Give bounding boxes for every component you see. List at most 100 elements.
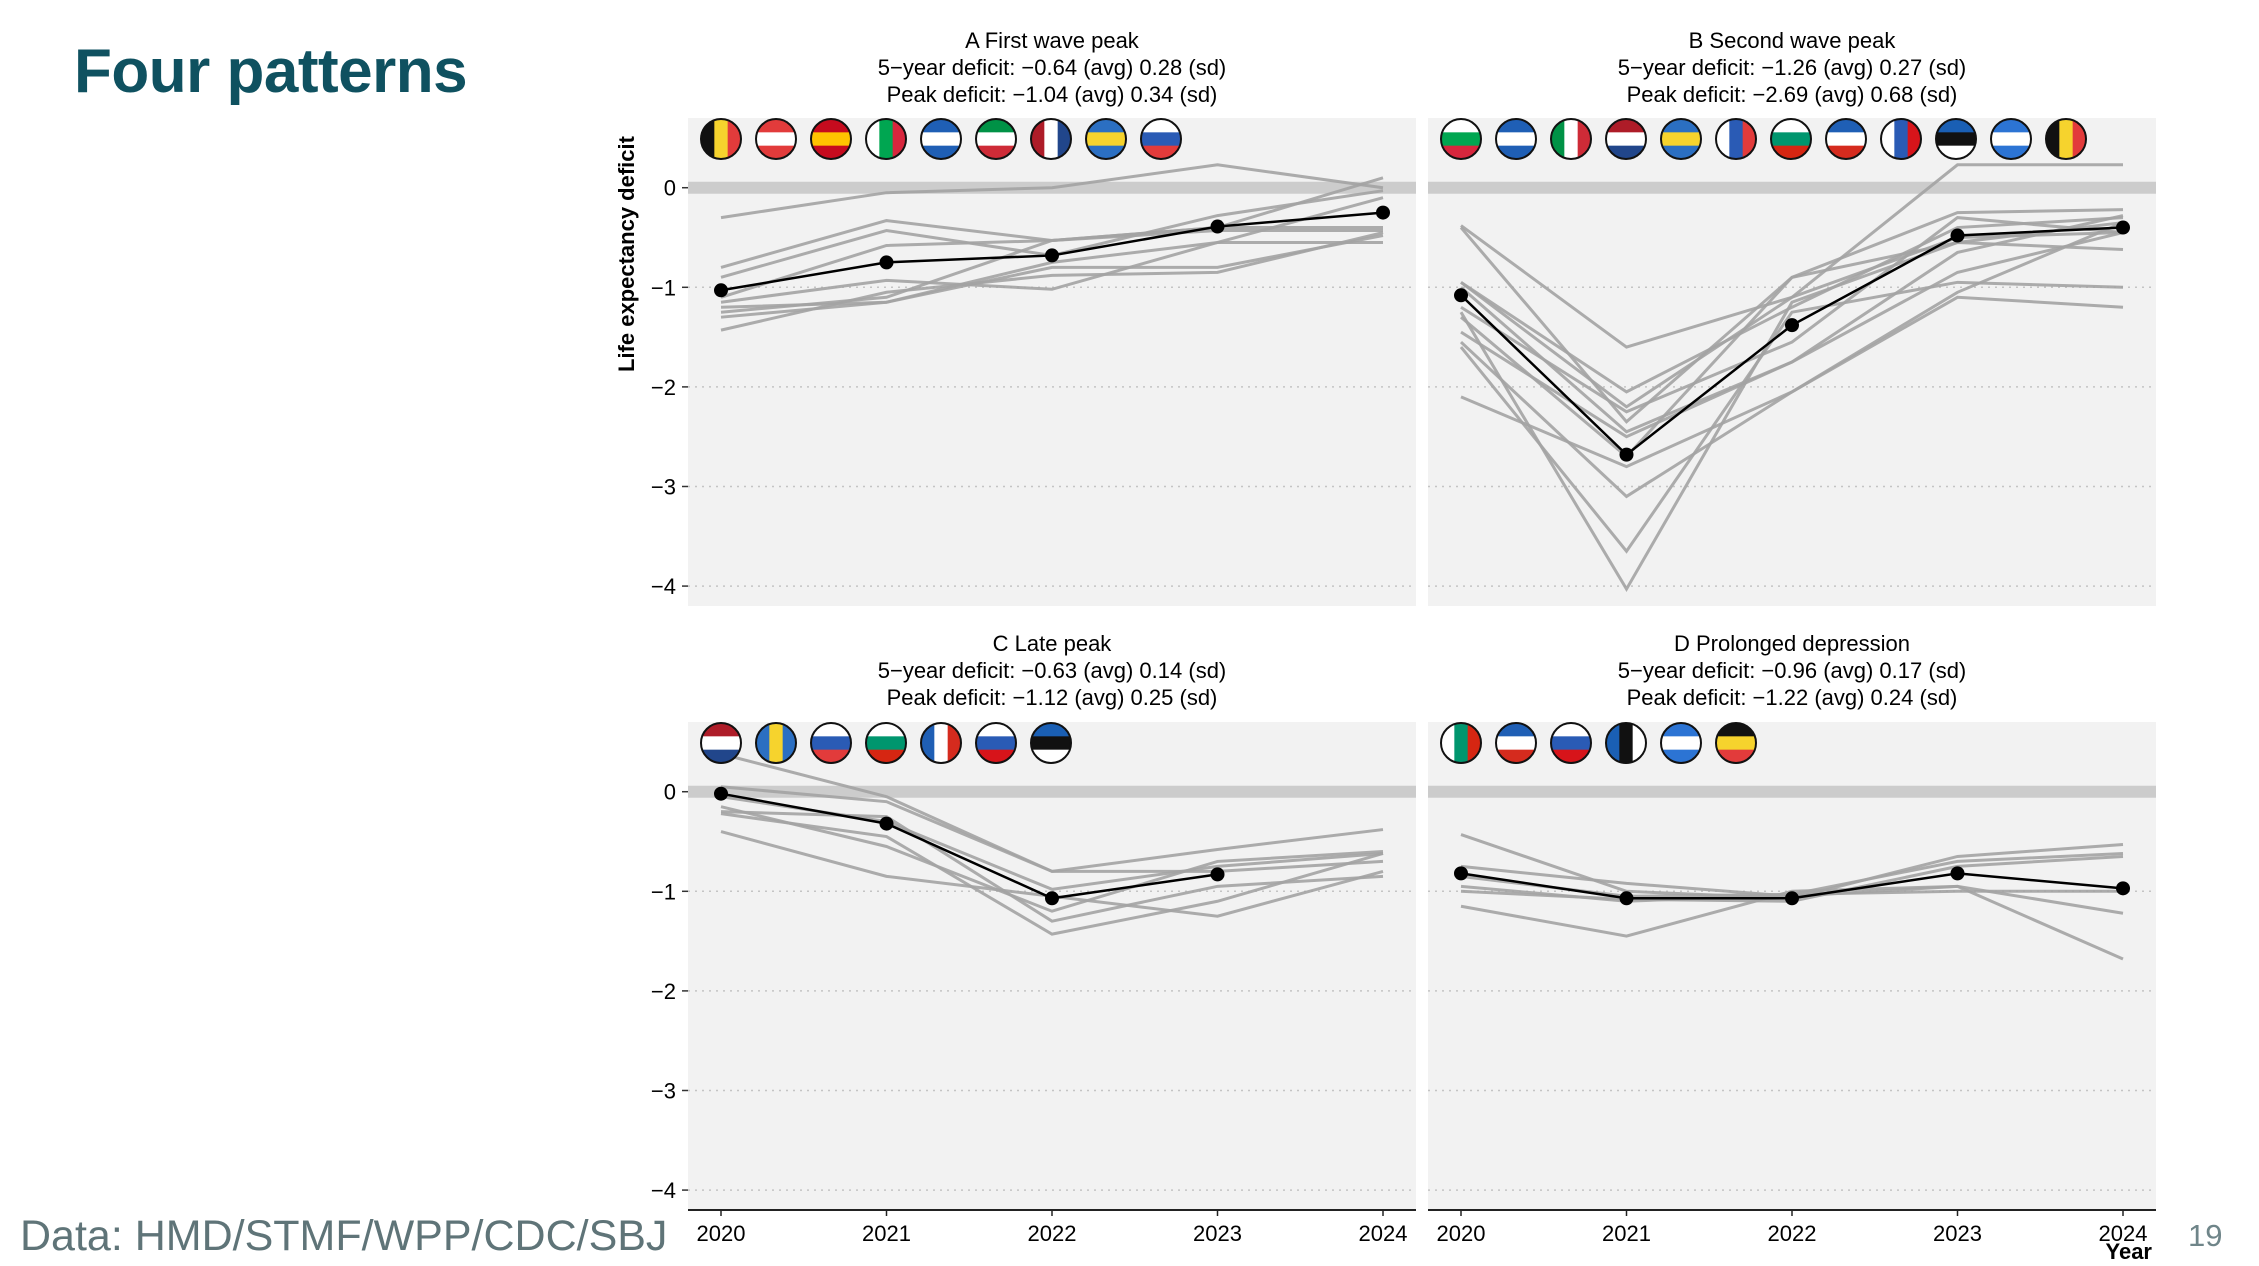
average-point xyxy=(2116,220,2130,235)
country-line-belgium xyxy=(720,163,1384,220)
flag-finland-icon xyxy=(810,722,852,764)
y-tick-label: −4 xyxy=(651,574,676,599)
x-tick-label: 2024 xyxy=(2099,1221,2148,1246)
panel-subtitle-peak: Peak deficit: −1.04 (avg) 0.34 (sd) xyxy=(887,82,1218,107)
average-point xyxy=(2116,881,2130,896)
x-tick-label: 2020 xyxy=(697,1221,746,1246)
country-line-netherlands xyxy=(720,234,1384,319)
flag-austria-icon xyxy=(1440,722,1482,764)
panel-title: C Late peak xyxy=(993,631,1113,656)
flag-netherlands-icon xyxy=(1030,118,1072,160)
flag-spain-icon xyxy=(810,118,852,160)
panel-subtitle-peak: Peak deficit: −1.12 (avg) 0.25 (sd) xyxy=(887,685,1218,710)
flag-united-states-icon xyxy=(2045,118,2087,160)
x-tick-label: 2023 xyxy=(1193,1221,1242,1246)
average-point xyxy=(1210,219,1225,234)
panel-title: A First wave peak xyxy=(965,28,1140,53)
panel-title: B Second wave peak xyxy=(1689,28,1897,53)
flag-israel-icon xyxy=(1605,722,1647,764)
flag-luxembourg-icon xyxy=(1660,722,1702,764)
x-tick-label: 2021 xyxy=(1602,1221,1651,1246)
flag-poland-icon xyxy=(1935,118,1977,160)
y-tick-label: −3 xyxy=(651,474,676,499)
country-line-norway xyxy=(720,805,1384,913)
country-line-lithuania xyxy=(1459,280,2124,554)
panel-subtitle-peak: Peak deficit: −2.69 (avg) 0.68 (sd) xyxy=(1627,82,1958,107)
data-source-note: Data: HMD/STMF/WPP/CDC/SBJ xyxy=(20,1212,668,1260)
average-point xyxy=(1619,447,1634,462)
country-line-greece xyxy=(1460,240,2124,459)
country-line-purple-flag xyxy=(1460,295,2124,469)
country-line-slovakia xyxy=(1460,214,2124,434)
average-line xyxy=(720,792,1218,900)
country-line-italy xyxy=(720,176,1384,314)
average-point xyxy=(1376,205,1390,220)
flag-japan-icon xyxy=(920,722,962,764)
x-tick-label: 2024 xyxy=(1359,1221,1408,1246)
panel-subtitle-peak: Peak deficit: −1.22 (avg) 0.24 (sd) xyxy=(1627,685,1958,710)
x-tick-label: 2022 xyxy=(1028,1221,1077,1246)
panel-background xyxy=(688,722,1416,1210)
flag-france-icon xyxy=(1495,722,1537,764)
panel-subtitle-five-year: 5−year deficit: −0.64 (avg) 0.28 (sd) xyxy=(878,55,1227,80)
flag-slovakia-icon xyxy=(1990,118,2032,160)
x-tick-label: 2022 xyxy=(1768,1221,1817,1246)
country-line-japan xyxy=(720,812,1384,936)
y-tick-label: −2 xyxy=(651,375,676,400)
average-point xyxy=(879,255,894,270)
flag-taiwan-icon xyxy=(1030,722,1072,764)
country-line-united-states xyxy=(1460,231,2124,409)
average-point xyxy=(1950,866,1965,881)
panel-background xyxy=(1428,722,2156,1210)
x-tick-label: 2020 xyxy=(1437,1221,1486,1246)
average-point xyxy=(1045,891,1059,906)
panel-background xyxy=(688,118,1416,606)
y-tick-label: −1 xyxy=(651,275,676,300)
y-tick-label: −1 xyxy=(651,879,676,904)
y-tick-label: −2 xyxy=(651,979,676,1004)
country-line-scotland xyxy=(720,240,1383,304)
country-line-denmark xyxy=(720,785,1384,873)
flag-lithuania-icon xyxy=(1825,118,1867,160)
flag-croatia-icon xyxy=(1715,118,1757,160)
average-point xyxy=(1785,891,1799,906)
average-point xyxy=(1454,866,1468,881)
flag-northern-ireland-icon xyxy=(1550,722,1592,764)
y-tick-label: 0 xyxy=(664,780,676,805)
country-line-czechia xyxy=(1460,216,2124,394)
country-line-taiwan xyxy=(720,810,1384,923)
panel-subtitle-five-year: 5−year deficit: −0.63 (avg) 0.14 (sd) xyxy=(878,658,1227,683)
average-point xyxy=(1454,288,1468,303)
flag-estonia-icon xyxy=(1605,118,1647,160)
flag-belgium-icon xyxy=(700,118,742,160)
x-tick-label: 2021 xyxy=(862,1221,911,1246)
x-axis-label: Year xyxy=(2106,1239,2153,1264)
flag-switzerland-icon xyxy=(755,118,797,160)
average-point xyxy=(714,786,728,801)
country-line-estonia xyxy=(1460,216,2124,414)
panel-title: D Prolonged depression xyxy=(1674,631,1910,656)
average-point xyxy=(1045,248,1059,263)
panel-subtitle-five-year: 5−year deficit: −1.26 (avg) 0.27 (sd) xyxy=(1618,55,1967,80)
page-number: 19 xyxy=(2188,1218,2223,1253)
slide-title: Four patterns xyxy=(74,37,468,106)
flag-greece-icon xyxy=(1660,118,1702,160)
flag-germany-icon xyxy=(700,722,742,764)
average-point xyxy=(714,283,728,298)
flag-bulgaria-icon xyxy=(1440,118,1482,160)
y-tick-label: 0 xyxy=(664,176,676,201)
y-tick-label: −3 xyxy=(651,1078,676,1103)
average-point xyxy=(1785,318,1799,333)
average-point xyxy=(1210,867,1225,882)
average-point xyxy=(1619,891,1634,906)
flag-slovenia-icon xyxy=(1140,118,1182,160)
flag-hungary-icon xyxy=(1770,118,1812,160)
panel-subtitle-five-year: 5−year deficit: −0.96 (avg) 0.17 (sd) xyxy=(1618,658,1967,683)
y-axis-label: Life expectancy deficit xyxy=(614,135,639,372)
flag-wales-icon xyxy=(865,118,907,160)
flag-norway-icon xyxy=(865,722,907,764)
